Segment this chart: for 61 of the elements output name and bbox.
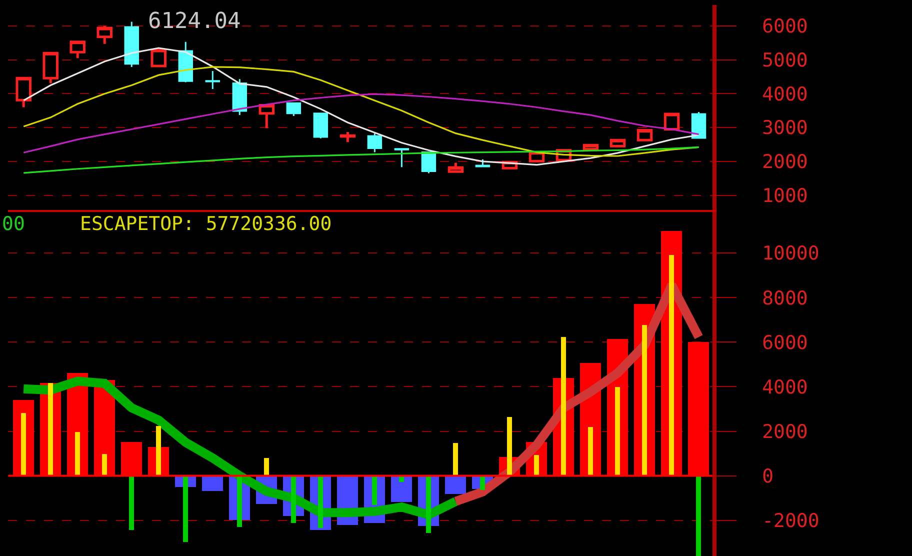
bar <box>507 416 512 476</box>
bar <box>669 254 674 476</box>
y-tick-label: 4000 <box>762 83 808 106</box>
bar <box>391 476 412 502</box>
y-tick-label: 2000 <box>762 420 808 443</box>
y-tick-label: 1000 <box>762 184 808 207</box>
bar <box>480 476 486 490</box>
candlestick <box>286 102 302 117</box>
bar <box>156 426 162 476</box>
y-tick-label: 4000 <box>762 376 808 398</box>
bar <box>445 476 466 494</box>
bar <box>615 386 620 476</box>
annotation: ESCAPETOP: 57720336.00 <box>80 213 332 235</box>
candlestick <box>313 112 328 140</box>
candlestick <box>394 148 410 168</box>
candlestick <box>448 162 464 174</box>
y-tick-label: 3000 <box>762 117 808 140</box>
candlestick <box>205 70 220 90</box>
annotation: 00 <box>2 213 25 235</box>
bar <box>102 454 108 476</box>
annotation: 6124.04 <box>148 9 241 34</box>
y-tick-label: 6000 <box>762 332 808 354</box>
bar <box>372 476 378 505</box>
candlestick <box>16 76 32 108</box>
y-tick-label: 10000 <box>762 242 820 265</box>
bar <box>183 476 188 542</box>
y-tick-label: 2000 <box>762 151 808 174</box>
line-series <box>22 47 700 166</box>
bar <box>426 476 432 533</box>
bar <box>534 454 540 476</box>
candlestick <box>367 132 382 154</box>
bar <box>588 426 594 476</box>
bar <box>129 476 134 530</box>
bar <box>237 476 242 527</box>
bar <box>75 432 80 476</box>
y-tick-label: -2000 <box>762 510 820 532</box>
bar <box>696 476 702 556</box>
y-tick-label: 8000 <box>762 287 808 310</box>
y-tick-label: 5000 <box>762 50 808 72</box>
bar <box>453 442 458 476</box>
candlestick <box>96 24 112 46</box>
bar <box>318 476 324 528</box>
bar <box>264 458 270 476</box>
candlestick <box>42 52 58 84</box>
y-tick-label: 6000 <box>762 16 808 38</box>
line-series <box>22 146 700 174</box>
candlestick <box>258 104 275 130</box>
bar <box>561 336 566 476</box>
bar <box>48 382 54 476</box>
line-series <box>22 93 700 154</box>
y-tick-label: 0 <box>762 465 774 488</box>
bar <box>202 476 224 491</box>
candlestick <box>691 111 706 139</box>
candlestick <box>150 48 166 68</box>
bar <box>291 476 296 523</box>
bar <box>21 412 26 476</box>
candlestick <box>610 138 626 148</box>
candlestick <box>636 128 653 142</box>
candlestick <box>124 21 139 68</box>
bar <box>642 324 648 476</box>
candlestick <box>70 40 86 60</box>
